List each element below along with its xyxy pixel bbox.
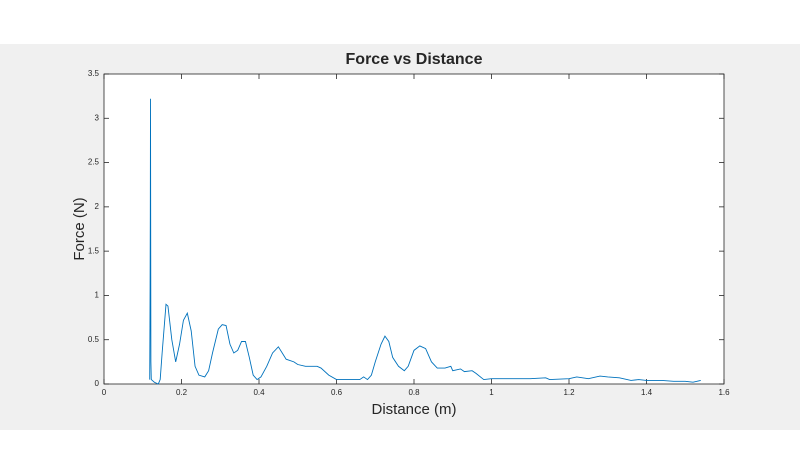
axes-box (103, 73, 725, 385)
x-tick-label: 0.2 (176, 388, 188, 397)
x-tick-label: 0.6 (331, 388, 343, 397)
x-tick-label: 1 (489, 388, 494, 397)
x-tick-label: 1.2 (563, 388, 575, 397)
x-axis-label: Distance (m) (371, 401, 456, 418)
x-tick-label: 0.4 (253, 388, 265, 397)
y-tick-label: 1.5 (88, 246, 100, 255)
y-tick-label: 3.5 (88, 69, 100, 78)
x-tick-label: 0 (102, 388, 107, 397)
data-line (149, 98, 701, 385)
y-axis-label: Force (N) (71, 197, 88, 260)
y-tick-label: 0.5 (88, 335, 100, 344)
y-tick-label: 3 (95, 113, 100, 122)
x-tick-label: 0.8 (408, 388, 420, 397)
chart-title: Force vs Distance (346, 51, 483, 68)
x-tick-label: 1.4 (641, 388, 653, 397)
y-tick-label: 1 (95, 291, 100, 300)
y-tick-label: 2.5 (88, 158, 100, 167)
y-tick-label: 0 (95, 379, 100, 388)
y-tick-label: 2 (95, 202, 100, 211)
x-tick-label: 1.6 (718, 388, 730, 397)
